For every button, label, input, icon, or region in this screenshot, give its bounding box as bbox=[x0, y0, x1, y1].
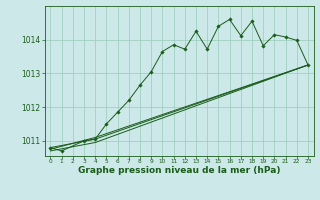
X-axis label: Graphe pression niveau de la mer (hPa): Graphe pression niveau de la mer (hPa) bbox=[78, 166, 280, 175]
